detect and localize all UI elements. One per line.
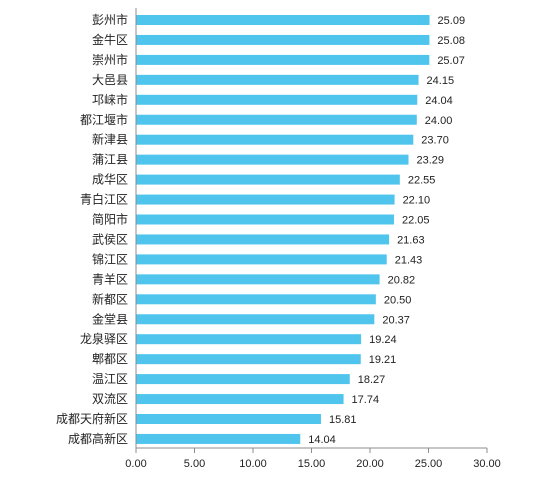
x-tick-label: 0.00 xyxy=(125,458,146,470)
category-label: 青白江区 xyxy=(80,192,128,207)
category-label: 成都天府新区 xyxy=(56,411,128,426)
category-label: 彭州市 xyxy=(92,12,128,27)
x-axis: 0.00 5.00 10.00 15.00 20.00 25.00 30.00 xyxy=(125,8,501,470)
x-tick-label: 5.00 xyxy=(184,458,205,470)
category-label: 崇州市 xyxy=(92,52,128,67)
bar-青白江区 xyxy=(136,194,395,205)
category-label: 武侯区 xyxy=(92,232,128,246)
value-labels: 25.09 25.08 25.07 24.15 24.04 24.00 23.70 23.29… xyxy=(308,15,465,446)
category-label: 大邑县 xyxy=(92,73,128,87)
category-label: 邛崃市 xyxy=(92,92,128,107)
value-label: 21.63 xyxy=(397,234,425,246)
x-tick-label: 25.00 xyxy=(415,458,443,470)
bar-邛崃市 xyxy=(136,94,418,105)
bars-group xyxy=(136,15,430,444)
bar-简阳市 xyxy=(136,214,394,225)
category-label: 都江堰市 xyxy=(80,112,128,127)
value-label: 20.50 xyxy=(384,294,412,306)
category-label: 温江区 xyxy=(92,372,128,386)
value-label: 25.08 xyxy=(437,35,465,47)
x-tick-label: 15.00 xyxy=(298,458,326,470)
bar-温江区 xyxy=(136,374,350,385)
value-label: 17.74 xyxy=(352,394,380,406)
bar-青羊区 xyxy=(136,274,380,285)
bar-金牛区 xyxy=(136,34,430,45)
category-label: 成华区 xyxy=(92,173,128,187)
value-label: 23.70 xyxy=(421,135,449,147)
bar-金堂县 xyxy=(136,314,375,325)
x-tick-label: 10.00 xyxy=(239,458,267,470)
value-label: 22.55 xyxy=(408,175,436,187)
category-label: 郫都区 xyxy=(92,351,128,366)
bar-武侯区 xyxy=(136,234,390,245)
value-label: 25.07 xyxy=(437,55,465,67)
category-label: 新都区 xyxy=(92,291,128,306)
category-label: 金牛区 xyxy=(92,32,128,47)
value-label: 19.24 xyxy=(369,334,397,346)
category-label: 成都高新区 xyxy=(68,431,128,446)
category-label: 龙泉驿区 xyxy=(80,332,128,346)
value-label: 25.09 xyxy=(438,15,466,27)
bar-双流区 xyxy=(136,394,344,405)
value-label: 21.43 xyxy=(395,254,423,266)
bar-锦江区 xyxy=(136,254,387,265)
category-label: 蒲江县 xyxy=(92,153,128,167)
x-tick-label: 30.00 xyxy=(473,458,501,470)
category-label: 双流区 xyxy=(92,392,128,406)
bar-大邑县 xyxy=(136,74,419,85)
bar-龙泉驿区 xyxy=(136,334,362,345)
bar-成华区 xyxy=(136,174,400,185)
bar-蒲江县 xyxy=(136,154,409,165)
value-label: 22.10 xyxy=(403,195,431,207)
value-label: 23.29 xyxy=(416,155,444,167)
bar-郫都区 xyxy=(136,354,361,365)
category-label: 简阳市 xyxy=(92,212,128,227)
value-label: 20.82 xyxy=(388,274,416,286)
value-label: 14.04 xyxy=(308,434,336,446)
value-label: 24.00 xyxy=(425,115,453,127)
bar-新津县 xyxy=(136,134,414,145)
x-tick-label: 20.00 xyxy=(356,458,384,470)
bar-彭州市 xyxy=(136,15,430,25)
value-label: 19.21 xyxy=(369,354,397,366)
value-label: 15.81 xyxy=(329,414,357,426)
value-label: 22.05 xyxy=(402,215,430,227)
bar-成都高新区 xyxy=(136,433,301,444)
bar-崇州市 xyxy=(136,54,430,65)
category-label: 新津县 xyxy=(92,132,128,147)
bar-新都区 xyxy=(136,294,376,305)
category-label: 锦江区 xyxy=(92,252,128,266)
value-label: 24.04 xyxy=(425,95,453,107)
value-label: 24.15 xyxy=(427,75,455,87)
category-labels: 彭州市金牛区崇州市大邑县邛崃市都江堰市新津县蒲江县成华区青白江区简阳市武侯区锦江… xyxy=(56,12,128,446)
category-label: 青羊区 xyxy=(92,271,128,286)
bar-成都天府新区 xyxy=(136,414,321,424)
bar-都江堰市 xyxy=(136,114,417,125)
value-label: 20.37 xyxy=(382,314,410,326)
value-label: 18.27 xyxy=(358,374,386,386)
category-label: 金堂县 xyxy=(92,311,128,326)
